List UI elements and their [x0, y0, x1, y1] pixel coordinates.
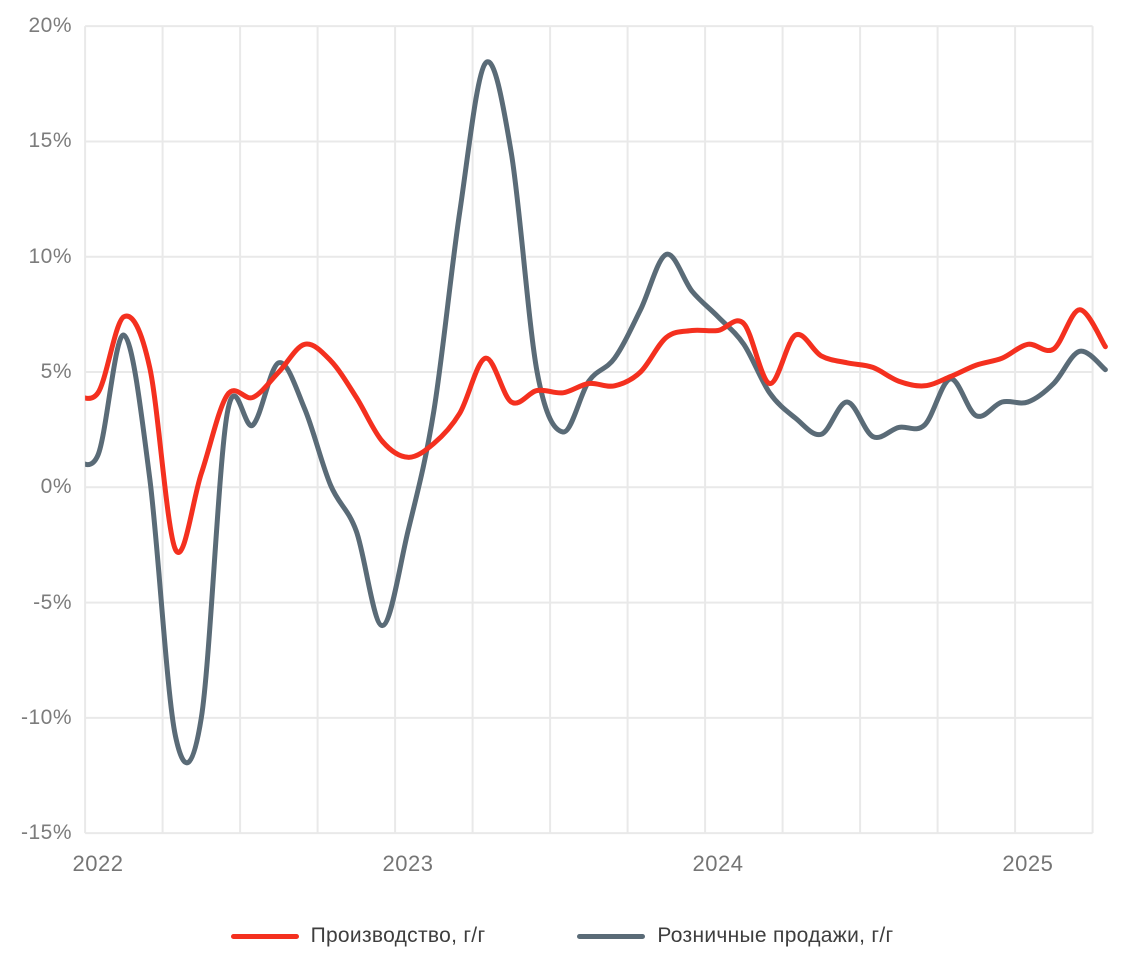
y-tick-label: 10%	[28, 244, 72, 268]
y-tick-label: -10%	[20, 705, 72, 729]
retail-sales-line	[85, 59, 1108, 766]
legend-item-production: Производство, г/г	[230, 924, 486, 948]
gridlines	[84, 25, 1094, 835]
y-tick-label: 5%	[40, 360, 72, 383]
retail-sales-line-swatch	[577, 933, 646, 939]
legend: Производство, г/г Розничные продажи, г/г	[0, 924, 1124, 948]
legend-item-retail-sales: Розничные продажи, г/г	[577, 924, 893, 948]
production-line	[85, 307, 1108, 555]
legend-label-retail-sales: Розничные продажи, г/г	[657, 924, 894, 947]
x-tick-label: 2024	[692, 851, 744, 876]
x-tick-label: 2025	[1002, 851, 1054, 876]
production-line-swatch	[230, 933, 299, 939]
y-tick-label: 20%	[28, 14, 72, 38]
x-tick-label: 2023	[382, 851, 434, 876]
y-tick-label: -5%	[33, 590, 72, 614]
legend-label-production: Производство, г/г	[310, 924, 486, 947]
y-tick-label: -15%	[20, 821, 72, 845]
x-tick-label: 2022	[72, 851, 124, 876]
y-tick-label: 15%	[28, 129, 72, 153]
y-tick-label: 0%	[40, 475, 72, 499]
